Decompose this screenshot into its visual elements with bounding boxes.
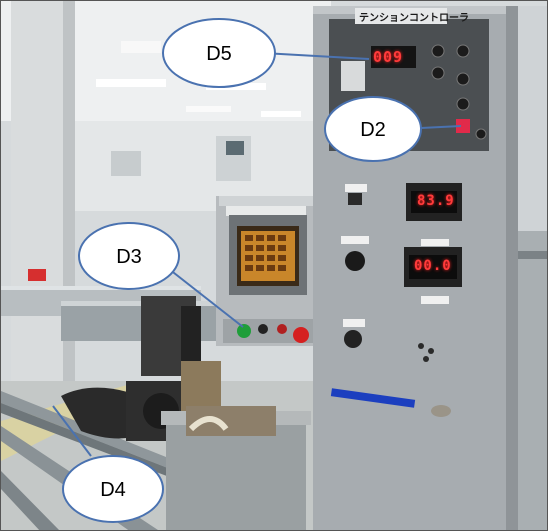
callout-d4-leader xyxy=(52,405,92,457)
tension-display-top: 009 xyxy=(373,48,404,66)
callout-d4-bubble xyxy=(62,455,164,523)
callout-d5-label: D5 xyxy=(206,43,232,65)
callout-d2-bubble xyxy=(324,96,422,162)
callout-d4-label: D4 xyxy=(100,479,126,501)
callout-d3-label: D3 xyxy=(116,246,142,268)
hmi-control-box xyxy=(216,196,316,346)
callout-d2-label: D2 xyxy=(360,119,386,141)
tension-display-low: 00.0 xyxy=(414,258,452,274)
callout-d5-leader xyxy=(262,52,370,60)
control-cabinet xyxy=(313,6,547,530)
panel-title: テンションコントローラ xyxy=(359,13,469,24)
callout-d5-bubble xyxy=(162,18,276,88)
tension-display-mid: 83.9 xyxy=(417,193,455,209)
callout-d3-bubble xyxy=(78,222,180,290)
callout-d3-leader xyxy=(168,268,244,328)
